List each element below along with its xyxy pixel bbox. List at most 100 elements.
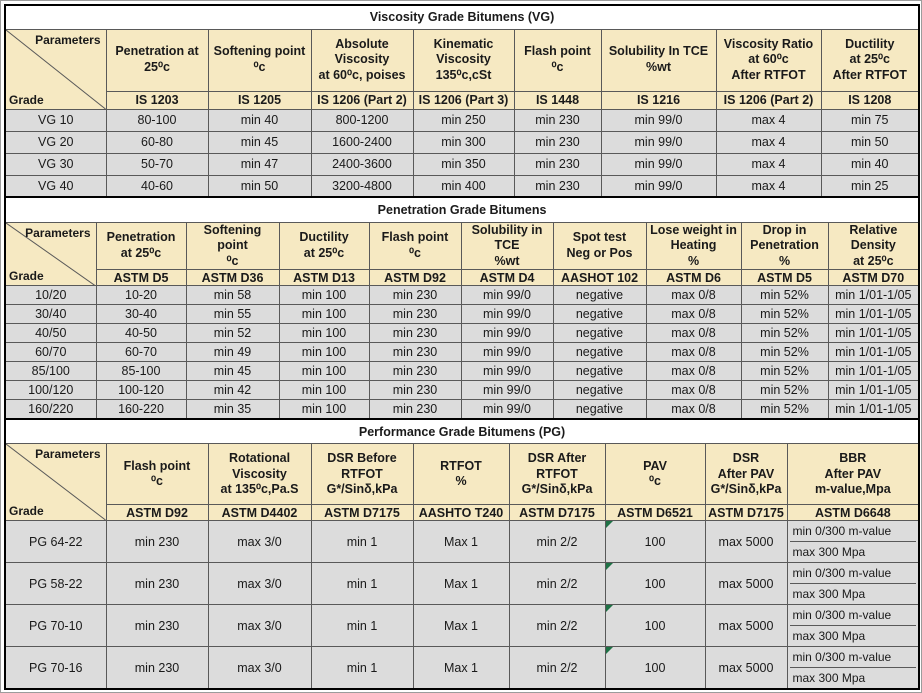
value-cell: min 230 xyxy=(368,304,462,325)
value-text: min 52% xyxy=(760,402,809,417)
value-text: max 5000 xyxy=(718,576,774,591)
diagonal-divider-line xyxy=(6,30,106,109)
column-header-cell: Solubility in TCE %wt xyxy=(460,221,554,271)
split-value-line: min 0/300 m-value xyxy=(789,647,917,668)
value-text: min 100 xyxy=(301,364,347,379)
value-cell: 10-20 xyxy=(95,285,187,306)
standard-code-cell: ASTM D70 xyxy=(827,269,920,287)
value-cell: min 42 xyxy=(185,380,280,401)
value-cell: min 50 xyxy=(207,174,312,198)
standard-code-cell: ASTM D7175 xyxy=(704,504,788,522)
standard-code-cell: ASTM D6521 xyxy=(604,504,706,522)
column-header-cell: BBR After PAV m-value,Mpa xyxy=(786,443,920,506)
value-cell: min 45 xyxy=(207,130,312,154)
value-cell: min 52% xyxy=(740,323,829,344)
value-cell: min 25 xyxy=(820,174,920,198)
grade-cell: PG 70-10 xyxy=(4,604,107,648)
value-cell: max 3/0 xyxy=(207,646,312,690)
value-cell: max 0/8 xyxy=(645,342,742,363)
value-text: min 230 xyxy=(134,576,180,591)
value-text: min 35 xyxy=(213,402,252,417)
pg-table-title: Performance Grade Bitumens (PG) xyxy=(4,418,920,445)
table-row: PG 70-10 min 230 max 3/0 min 1 Max 1 min 2/2 1… xyxy=(4,604,920,648)
value-text: max 4 xyxy=(751,135,786,149)
value-text: min 40 xyxy=(240,113,279,127)
value-text: max 0/8 xyxy=(671,402,716,417)
parameters-grade-corner-cell: Parameters Grade xyxy=(4,443,107,522)
value-text: min 52 xyxy=(213,326,252,341)
pen-table: Penetration Grade Bitumens Parameters Grad… xyxy=(4,196,921,420)
value-cell: min 52% xyxy=(740,361,829,382)
value-cell: Max 1 xyxy=(412,562,510,606)
table-row: 100/120 100-120 min 42 min 100 min 230 min 99… xyxy=(4,380,920,401)
value-text: min 230 xyxy=(392,326,438,341)
value-cell: 2400-3600 xyxy=(310,152,414,176)
value-cell: min 45 xyxy=(185,361,280,382)
value-text: max 3/0 xyxy=(237,576,282,591)
value-text: min 99/0 xyxy=(483,326,531,341)
value-cell: min 230 xyxy=(105,604,209,648)
value-text: min 2/2 xyxy=(536,576,578,591)
value-cell: negative xyxy=(552,380,647,401)
value-cell: max 4 xyxy=(715,108,822,132)
value-cell: 100 xyxy=(604,520,706,564)
value-cell: 60-70 xyxy=(95,342,187,363)
value-cell: min 1 xyxy=(310,520,414,564)
value-cell: min 2/2 xyxy=(508,562,606,606)
value-cell: 1600-2400 xyxy=(310,130,414,154)
standard-code-cell: IS 1205 xyxy=(207,90,312,110)
value-text: min 50 xyxy=(240,178,279,193)
grade-cell: PG 70-16 xyxy=(4,646,107,690)
value-cell: max 3/0 xyxy=(207,604,312,648)
value-cell: min 1/01-1/05 xyxy=(827,399,920,420)
comment-flag-icon xyxy=(606,563,613,571)
value-cell: 30-40 xyxy=(95,304,187,325)
value-cell: negative xyxy=(552,342,647,363)
value-cell: min 52% xyxy=(740,380,829,401)
value-text: min 47 xyxy=(240,157,279,171)
standard-code-row: ASTM D5 ASTM D36 ASTM D13 ASTM D92 ASTM D4 AA… xyxy=(5,269,920,287)
table-row: VG 20 60-80 min 45 1600-2400 min 300 min 230 m… xyxy=(4,130,920,154)
table-row: VG 40 40-60 min 50 3200-4800 min 400 min 230 m… xyxy=(4,174,920,198)
value-cell: max 5000 xyxy=(704,520,788,564)
value-cell: min 230 xyxy=(368,380,462,401)
value-cell: max 0/8 xyxy=(645,361,742,382)
value-cell: min 400 xyxy=(412,174,515,198)
value-text: min 99/0 xyxy=(634,135,683,149)
value-text: min 1/01-1/05 xyxy=(835,383,912,398)
value-text: max 4 xyxy=(751,178,786,193)
parameters-grade-corner-cell: Parameters Grade xyxy=(4,221,97,287)
value-text: min 1/01-1/05 xyxy=(835,307,912,322)
value-cell: max 0/8 xyxy=(645,323,742,344)
value-cell: 800-1200 xyxy=(310,108,414,132)
split-value-line: min 0/300 m-value xyxy=(789,605,917,626)
column-header-cell: Rotational Viscosity at 135⁰c,Pa.S xyxy=(207,443,312,506)
value-text: min 99/0 xyxy=(634,113,683,127)
value-cell: 3200-4800 xyxy=(310,174,414,198)
grade-cell: VG 40 xyxy=(4,174,107,198)
value-text: Max 1 xyxy=(443,534,479,549)
value-cell: min 52 xyxy=(185,323,280,344)
diagonal-divider-line xyxy=(6,223,96,286)
value-text: min 230 xyxy=(134,660,180,675)
value-text: min 230 xyxy=(392,383,438,398)
value-text: max 4 xyxy=(751,157,786,171)
grade-cell: 40/50 xyxy=(4,323,97,344)
value-cell: max 0/8 xyxy=(645,304,742,325)
value-text: Max 1 xyxy=(443,618,479,633)
value-text: min 99/0 xyxy=(634,178,683,193)
standard-code-cell: ASTM D7175 xyxy=(508,504,606,522)
value-text: 100 xyxy=(644,576,666,591)
standard-code-cell: IS 1206 (Part 2) xyxy=(310,90,414,110)
value-text: min 55 xyxy=(213,307,252,322)
standard-code-cell: ASTM D5 xyxy=(740,269,829,287)
value-cell: min 52% xyxy=(740,342,829,363)
value-cell: min 230 xyxy=(368,399,462,420)
value-text: negative xyxy=(575,402,624,417)
value-text: Max 1 xyxy=(443,660,479,675)
value-text: min 40 xyxy=(850,157,889,171)
column-header-cell: Penetration at 25⁰c xyxy=(105,28,209,92)
standard-code-cell: ASTM D92 xyxy=(368,269,462,287)
value-cell: max 3/0 xyxy=(207,562,312,606)
value-text: 100 xyxy=(644,534,666,549)
